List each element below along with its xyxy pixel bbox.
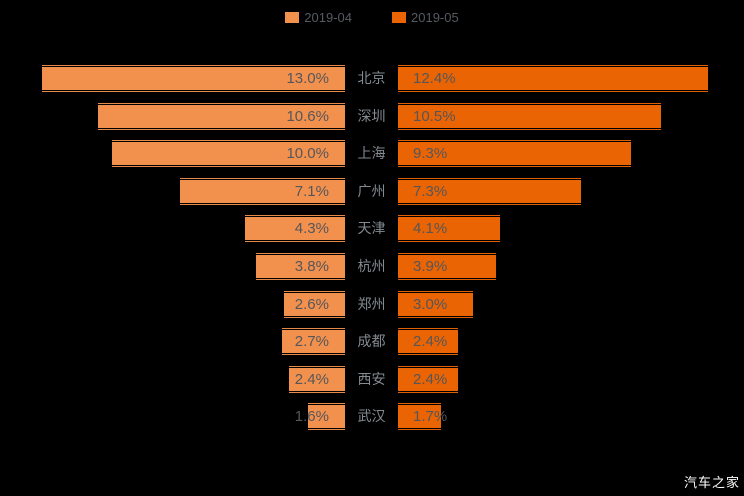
chart-row: 7.1% 广州 7.3%	[0, 178, 744, 205]
value-label-series-2: 10.5%	[413, 108, 456, 125]
value-label-series-1: 2.7%	[294, 333, 329, 350]
chart-row: 10.6% 深圳 10.5%	[0, 103, 744, 130]
value-label-series-2: 3.9%	[413, 258, 448, 275]
value-label-series-2: 9.3%	[413, 145, 448, 162]
bar-series-1: 13.0%	[42, 65, 345, 92]
legend-item-series-1[interactable]: 2019-04	[285, 10, 352, 25]
chart-row: 4.3% 天津 4.1%	[0, 215, 744, 242]
value-label-series-1: 13.0%	[286, 70, 329, 87]
value-label-series-1: 3.8%	[294, 258, 329, 275]
watermark-autohome: 汽车之家	[683, 475, 740, 490]
value-label-series-2: 3.0%	[413, 296, 448, 313]
city-label: 北京	[357, 70, 386, 86]
value-label-series-1: 2.4%	[294, 371, 329, 388]
value-label-series-2: 2.4%	[413, 371, 448, 388]
value-label-series-2: 1.7%	[413, 408, 448, 425]
bar-series-1: 1.6%	[295, 403, 345, 430]
legend-label-series-2: 2019-05	[411, 9, 459, 25]
bar-series-1: 2.6%	[284, 291, 345, 318]
bar-series-2: 1.7%	[398, 403, 447, 430]
bar-series-1: 3.8%	[256, 253, 345, 280]
chart-row: 1.6% 武汉 1.7%	[0, 403, 744, 430]
bar-series-1: 10.6%	[98, 103, 345, 130]
bar-series-2: 4.1%	[398, 215, 500, 242]
bar-series-1: 2.4%	[289, 366, 345, 393]
chart-row: 2.6% 郑州 3.0%	[0, 291, 744, 318]
bar-series-2: 2.4%	[398, 366, 458, 393]
bar-series-1: 10.0%	[112, 140, 345, 167]
value-label-series-2: 4.1%	[413, 220, 448, 237]
legend-label-series-1: 2019-04	[304, 9, 352, 25]
bar-series-2: 10.5%	[398, 103, 661, 130]
value-label-series-2: 2.4%	[413, 333, 448, 350]
bar-series-2: 12.4%	[398, 65, 708, 92]
chart-row: 3.8% 杭州 3.9%	[0, 253, 744, 280]
bar-series-2: 2.4%	[398, 328, 458, 355]
chart-row: 10.0% 上海 9.3%	[0, 140, 744, 167]
chart-row: 13.0% 北京 12.4%	[0, 65, 744, 92]
city-label: 深圳	[357, 108, 386, 124]
bar-series-1: 7.1%	[180, 178, 345, 205]
value-label-series-1: 10.6%	[286, 108, 329, 125]
legend-swatch-light-orange-icon	[285, 11, 300, 23]
bar-series-1: 4.3%	[245, 215, 345, 242]
bar-series-2: 3.9%	[398, 253, 496, 280]
city-label: 上海	[357, 145, 386, 161]
legend-item-series-2[interactable]: 2019-05	[392, 10, 459, 25]
value-label-series-1: 1.6%	[294, 408, 329, 425]
legend-swatch-dark-orange-icon	[392, 11, 406, 23]
city-label: 杭州	[357, 258, 386, 274]
value-label-series-1: 10.0%	[286, 145, 329, 162]
value-label-series-1: 7.1%	[294, 183, 329, 200]
chart-row: 2.7% 成都 2.4%	[0, 328, 744, 355]
chart-legend: 2019-04 2019-05	[0, 8, 744, 26]
city-label: 郑州	[357, 296, 386, 312]
chart-row: 2.4% 西安 2.4%	[0, 366, 744, 393]
city-label: 广州	[357, 183, 386, 199]
value-label-series-2: 7.3%	[413, 183, 448, 200]
city-label: 武汉	[357, 408, 386, 424]
bar-series-1: 2.7%	[282, 328, 345, 355]
value-label-series-1: 2.6%	[294, 296, 329, 313]
city-label: 西安	[357, 371, 386, 387]
value-label-series-1: 4.3%	[294, 220, 329, 237]
bar-series-2: 7.3%	[398, 178, 581, 205]
city-label: 天津	[357, 220, 386, 236]
bar-series-2: 3.0%	[398, 291, 473, 318]
value-label-series-2: 12.4%	[413, 70, 456, 87]
bar-series-2: 9.3%	[398, 140, 631, 167]
city-label: 成都	[357, 333, 386, 349]
